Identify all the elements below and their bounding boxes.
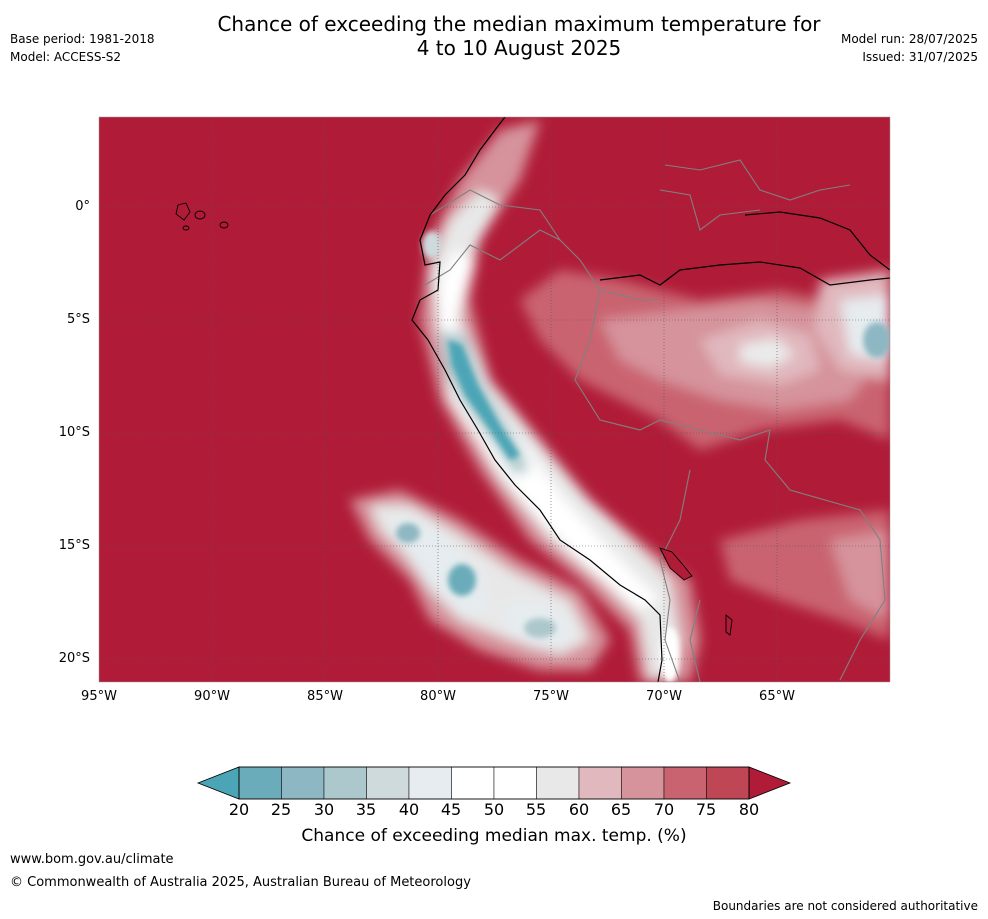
- graticule: [99, 117, 890, 682]
- coastlines: [411, 117, 890, 682]
- colorbar-tick-60: 60: [568, 800, 590, 819]
- colorbar-tick-70: 70: [653, 800, 675, 819]
- offshore-30-b: [448, 564, 476, 596]
- brazil-north-border: [664, 159, 851, 201]
- colorbar-tick-45: 45: [440, 800, 462, 819]
- lat-label-10s: 10°S: [58, 425, 90, 440]
- meta-left: Base period: 1981-2018 Model: ACCESS-S2: [10, 30, 155, 66]
- lat-label-20s: 20°S: [58, 651, 90, 666]
- colorbar-tick-25: 25: [270, 800, 292, 819]
- galapagos-islands: [175, 202, 229, 231]
- colorbar-segment: [493, 766, 537, 800]
- lon-label-90w: 90°W: [194, 689, 230, 704]
- lake-titicaca: [659, 547, 693, 581]
- footer-disclaimer: Boundaries are not considered authoritat…: [712, 899, 978, 913]
- colorbar-tick-50: 50: [483, 800, 505, 819]
- colorbar-segment: [706, 766, 750, 800]
- lat-label-5s: 5°S: [66, 312, 90, 327]
- lon-label-85w: 85°W: [307, 689, 343, 704]
- southeast-60-region: [830, 530, 890, 620]
- title-line-1: Chance of exceeding the median maximum t…: [217, 12, 821, 36]
- caribbean-coastline: [599, 261, 890, 286]
- colorbar-tick-40: 40: [398, 800, 420, 819]
- colorbar-segment: [663, 766, 707, 800]
- peru-bolivia-border: [659, 469, 691, 682]
- colorbar-tick-20: 20: [228, 800, 250, 819]
- offshore-35-c: [524, 618, 556, 638]
- galapagos-san-cristobal: [219, 221, 229, 229]
- model-run-text: Model run: 28/07/2025: [840, 32, 978, 46]
- ecuador-peru-border: [424, 229, 660, 301]
- lon-label-80w: 80°W: [420, 689, 456, 704]
- lat-label-0: 0°: [75, 199, 90, 214]
- lon-label-65w: 65°W: [759, 689, 795, 704]
- colorbar-tick-80: 80: [738, 800, 760, 819]
- colorbar-segment: [621, 766, 665, 800]
- meta-right: Model run: 28/07/2025 Issued: 31/07/2025: [841, 30, 978, 66]
- model-text: Model: ACCESS-S2: [10, 50, 122, 64]
- colorbar-label: Chance of exceeding median max. temp. (%…: [301, 826, 687, 846]
- northeast-core: [863, 322, 890, 358]
- colorbar-low-extend: [196, 766, 240, 800]
- small-lake: [725, 614, 733, 636]
- colorbar-segments: [238, 766, 750, 800]
- coast-45-band: [438, 250, 660, 610]
- colorbar-segment: [536, 766, 580, 800]
- chile-argentina-border: [689, 599, 701, 682]
- colorbar-segment: [238, 766, 282, 800]
- offshore-30-a: [396, 523, 420, 543]
- country-borders: [424, 159, 886, 682]
- footer-site-link[interactable]: www.bom.gov.au/climate: [10, 852, 174, 867]
- footer-copyright: © Commonwealth of Australia 2025, Austra…: [10, 875, 471, 890]
- map-title: Chance of exceeding the median maximum t…: [150, 12, 888, 60]
- brazil-northwest-border: [659, 189, 761, 231]
- amazon-delta-coast: [744, 211, 890, 271]
- galapagos-isabela: [175, 202, 191, 221]
- colorbar-segment: [451, 766, 495, 800]
- colorbar-frame: [238, 766, 750, 800]
- map-frame: [98, 116, 891, 683]
- pacific-coastline: [411, 117, 663, 682]
- title-line-2: 4 to 10 August 2025: [416, 36, 622, 60]
- colorbar-segment: [366, 766, 410, 800]
- colorbar-tick-75: 75: [695, 800, 717, 819]
- colorbar-segment: [281, 766, 325, 800]
- colombia-ecuador-border: [429, 189, 561, 241]
- issued-text: Issued: 31/07/2025: [862, 50, 978, 64]
- offshore-core: [396, 523, 556, 638]
- lon-label-75w: 75°W: [533, 689, 569, 704]
- colorbar-tick-35: 35: [355, 800, 377, 819]
- galapagos-santa-cruz: [194, 210, 206, 220]
- map-panel: [99, 117, 890, 682]
- mid-coast-cool-patch: [422, 231, 442, 259]
- colorbar-tick-30: 30: [313, 800, 335, 819]
- northeast-30-area: [863, 322, 890, 358]
- colorbar-tick-65: 65: [610, 800, 632, 819]
- lon-label-70w: 70°W: [646, 689, 682, 704]
- colorbar-tick-55: 55: [525, 800, 547, 819]
- peru-brazil-border: [574, 289, 771, 441]
- galapagos-fernandina: [182, 225, 190, 231]
- colorbar-segment: [408, 766, 452, 800]
- coast-20-core: [448, 340, 520, 460]
- lon-label-95w: 95°W: [81, 689, 117, 704]
- colorbar-segment: [578, 766, 622, 800]
- colorbar-ticks: 20 25 30 35 40 45 50 55 60 65 70 75 80: [0, 800, 988, 820]
- base-period-text: Base period: 1981-2018: [10, 32, 155, 46]
- lat-label-15s: 15°S: [58, 538, 90, 553]
- bolivia-border: [764, 429, 886, 681]
- colorbar-segment: [323, 766, 367, 800]
- colorbar-high-extend: [748, 766, 792, 800]
- amazon-55-region: [740, 338, 795, 368]
